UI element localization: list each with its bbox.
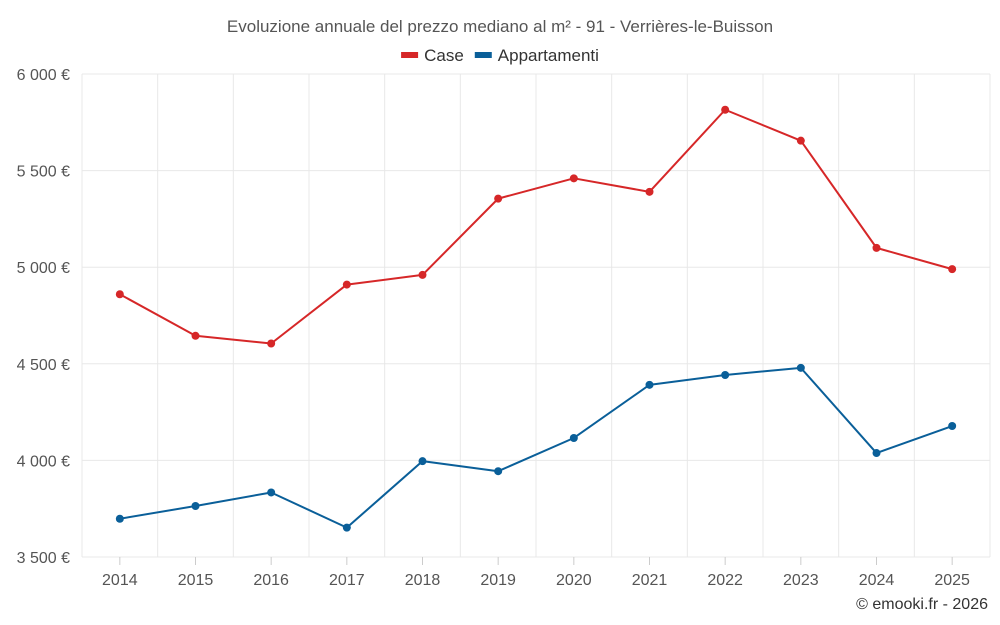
data-point-case[interactable] xyxy=(494,194,503,203)
x-tick-label: 2024 xyxy=(859,572,895,589)
legend-item-appartamenti[interactable]: Appartamenti xyxy=(474,46,599,65)
x-tick-label: 2017 xyxy=(329,572,365,589)
x-tick-label: 2025 xyxy=(934,572,970,589)
x-tick-label: 2023 xyxy=(783,572,819,589)
data-point-appartamenti[interactable] xyxy=(418,457,427,466)
y-axis: 3 500 € 4 000 € 4 500 € 5 000 € 5 500 € 6 000… xyxy=(17,67,70,567)
data-point-case[interactable] xyxy=(872,243,881,252)
data-point-case[interactable] xyxy=(267,339,276,348)
data-point-appartamenti[interactable] xyxy=(494,467,503,476)
x-tick-label: 2022 xyxy=(707,572,743,589)
x-tick-label: 2019 xyxy=(480,572,516,589)
x-tick-label: 2015 xyxy=(178,572,214,589)
series-group xyxy=(115,105,957,532)
grid xyxy=(81,73,991,558)
data-point-appartamenti[interactable] xyxy=(191,501,200,510)
data-point-appartamenti[interactable] xyxy=(872,449,881,458)
legend-swatch xyxy=(401,52,419,58)
data-point-case[interactable] xyxy=(948,265,957,274)
x-axis: 2014 2015 2016 2017 2018 2019 2020 2021 2022 2023… xyxy=(102,557,970,589)
y-tick-label: 6 000 € xyxy=(17,67,70,84)
data-point-case[interactable] xyxy=(418,270,427,279)
data-point-case[interactable] xyxy=(721,105,730,114)
data-point-case[interactable] xyxy=(191,331,200,340)
series-line-appartamenti xyxy=(119,366,953,529)
credit-text: © emooki.fr - 2026 xyxy=(856,596,988,613)
x-tick-label: 2014 xyxy=(102,572,138,589)
data-point-case[interactable] xyxy=(115,290,124,299)
data-point-case[interactable] xyxy=(569,174,578,183)
data-point-appartamenti[interactable] xyxy=(267,488,276,497)
data-point-appartamenti[interactable] xyxy=(948,422,957,431)
series-line-case xyxy=(119,108,953,345)
data-point-appartamenti[interactable] xyxy=(721,371,730,380)
x-tick-label: 2021 xyxy=(632,572,668,589)
data-point-case[interactable] xyxy=(796,136,805,145)
x-tick-label: 2018 xyxy=(405,572,441,589)
x-tick-label: 2016 xyxy=(253,572,289,589)
data-point-appartamenti[interactable] xyxy=(569,433,578,442)
legend: Case Appartamenti xyxy=(401,46,599,65)
y-tick-label: 5 000 € xyxy=(17,260,70,277)
y-tick-label: 5 500 € xyxy=(17,164,70,181)
y-tick-label: 4 500 € xyxy=(17,357,70,374)
data-point-appartamenti[interactable] xyxy=(342,523,351,532)
data-point-case[interactable] xyxy=(342,280,351,289)
data-point-appartamenti[interactable] xyxy=(796,363,805,372)
x-tick-label: 2020 xyxy=(556,572,592,589)
data-point-appartamenti[interactable] xyxy=(645,380,654,389)
chart-title: Evoluzione annuale del prezzo mediano al… xyxy=(227,17,773,36)
y-tick-label: 4 000 € xyxy=(17,453,70,470)
data-point-appartamenti[interactable] xyxy=(115,514,124,523)
legend-label: Appartamenti xyxy=(498,46,599,65)
legend-label: Case xyxy=(424,46,464,65)
legend-item-case[interactable]: Case xyxy=(401,46,464,65)
data-point-case[interactable] xyxy=(645,187,654,196)
y-tick-label: 3 500 € xyxy=(17,550,70,567)
legend-swatch xyxy=(474,52,492,58)
